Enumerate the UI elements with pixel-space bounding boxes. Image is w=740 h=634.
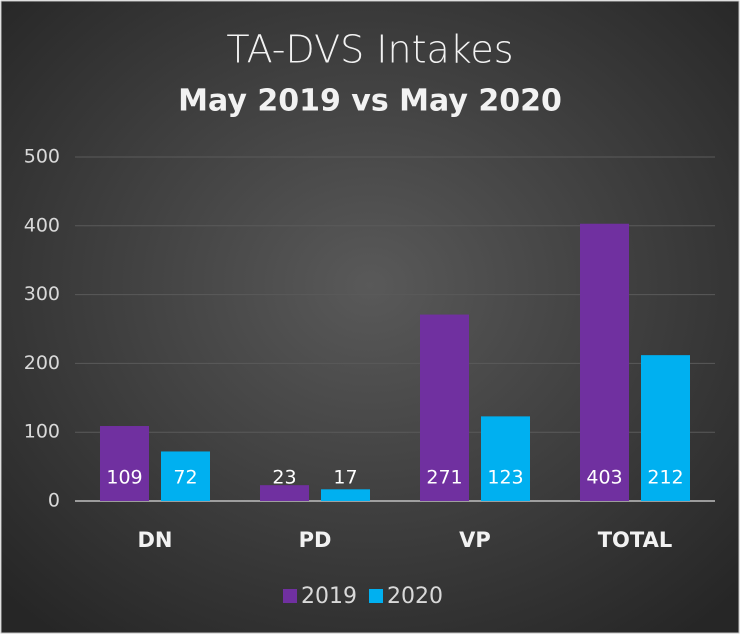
chart-title: TA-DVS Intakes	[226, 28, 513, 72]
x-tick-label: DN	[137, 528, 172, 552]
bar	[580, 223, 629, 501]
data-label: 123	[487, 467, 523, 489]
y-tick-label: 400	[24, 214, 60, 236]
legend-swatch	[283, 589, 297, 603]
bar	[641, 355, 690, 501]
chart-subtitle: May 2019 vs May 2020	[178, 84, 562, 119]
data-label: 72	[173, 467, 197, 489]
legend-swatch	[369, 589, 383, 603]
bar	[481, 416, 530, 501]
y-tick-label: 100	[24, 421, 60, 443]
data-label: 17	[333, 467, 357, 489]
legend-label: 2020	[387, 584, 443, 609]
legend-label: 2019	[301, 584, 357, 609]
y-tick-label: 200	[24, 352, 60, 374]
data-label: 23	[272, 467, 296, 489]
bar	[321, 489, 370, 501]
bar	[100, 426, 149, 501]
y-tick-label: 500	[24, 146, 60, 168]
x-tick-label: VP	[459, 528, 491, 552]
x-tick-label: TOTAL	[598, 528, 673, 552]
bar	[420, 314, 469, 501]
data-label: 109	[106, 467, 142, 489]
data-label: 212	[647, 467, 683, 489]
bar	[161, 451, 210, 501]
data-label: 271	[426, 467, 462, 489]
bar	[260, 485, 309, 501]
x-tick-label: PD	[299, 528, 332, 552]
y-tick-label: 0	[48, 490, 60, 512]
y-tick-label: 300	[24, 283, 60, 305]
data-label: 403	[586, 467, 622, 489]
